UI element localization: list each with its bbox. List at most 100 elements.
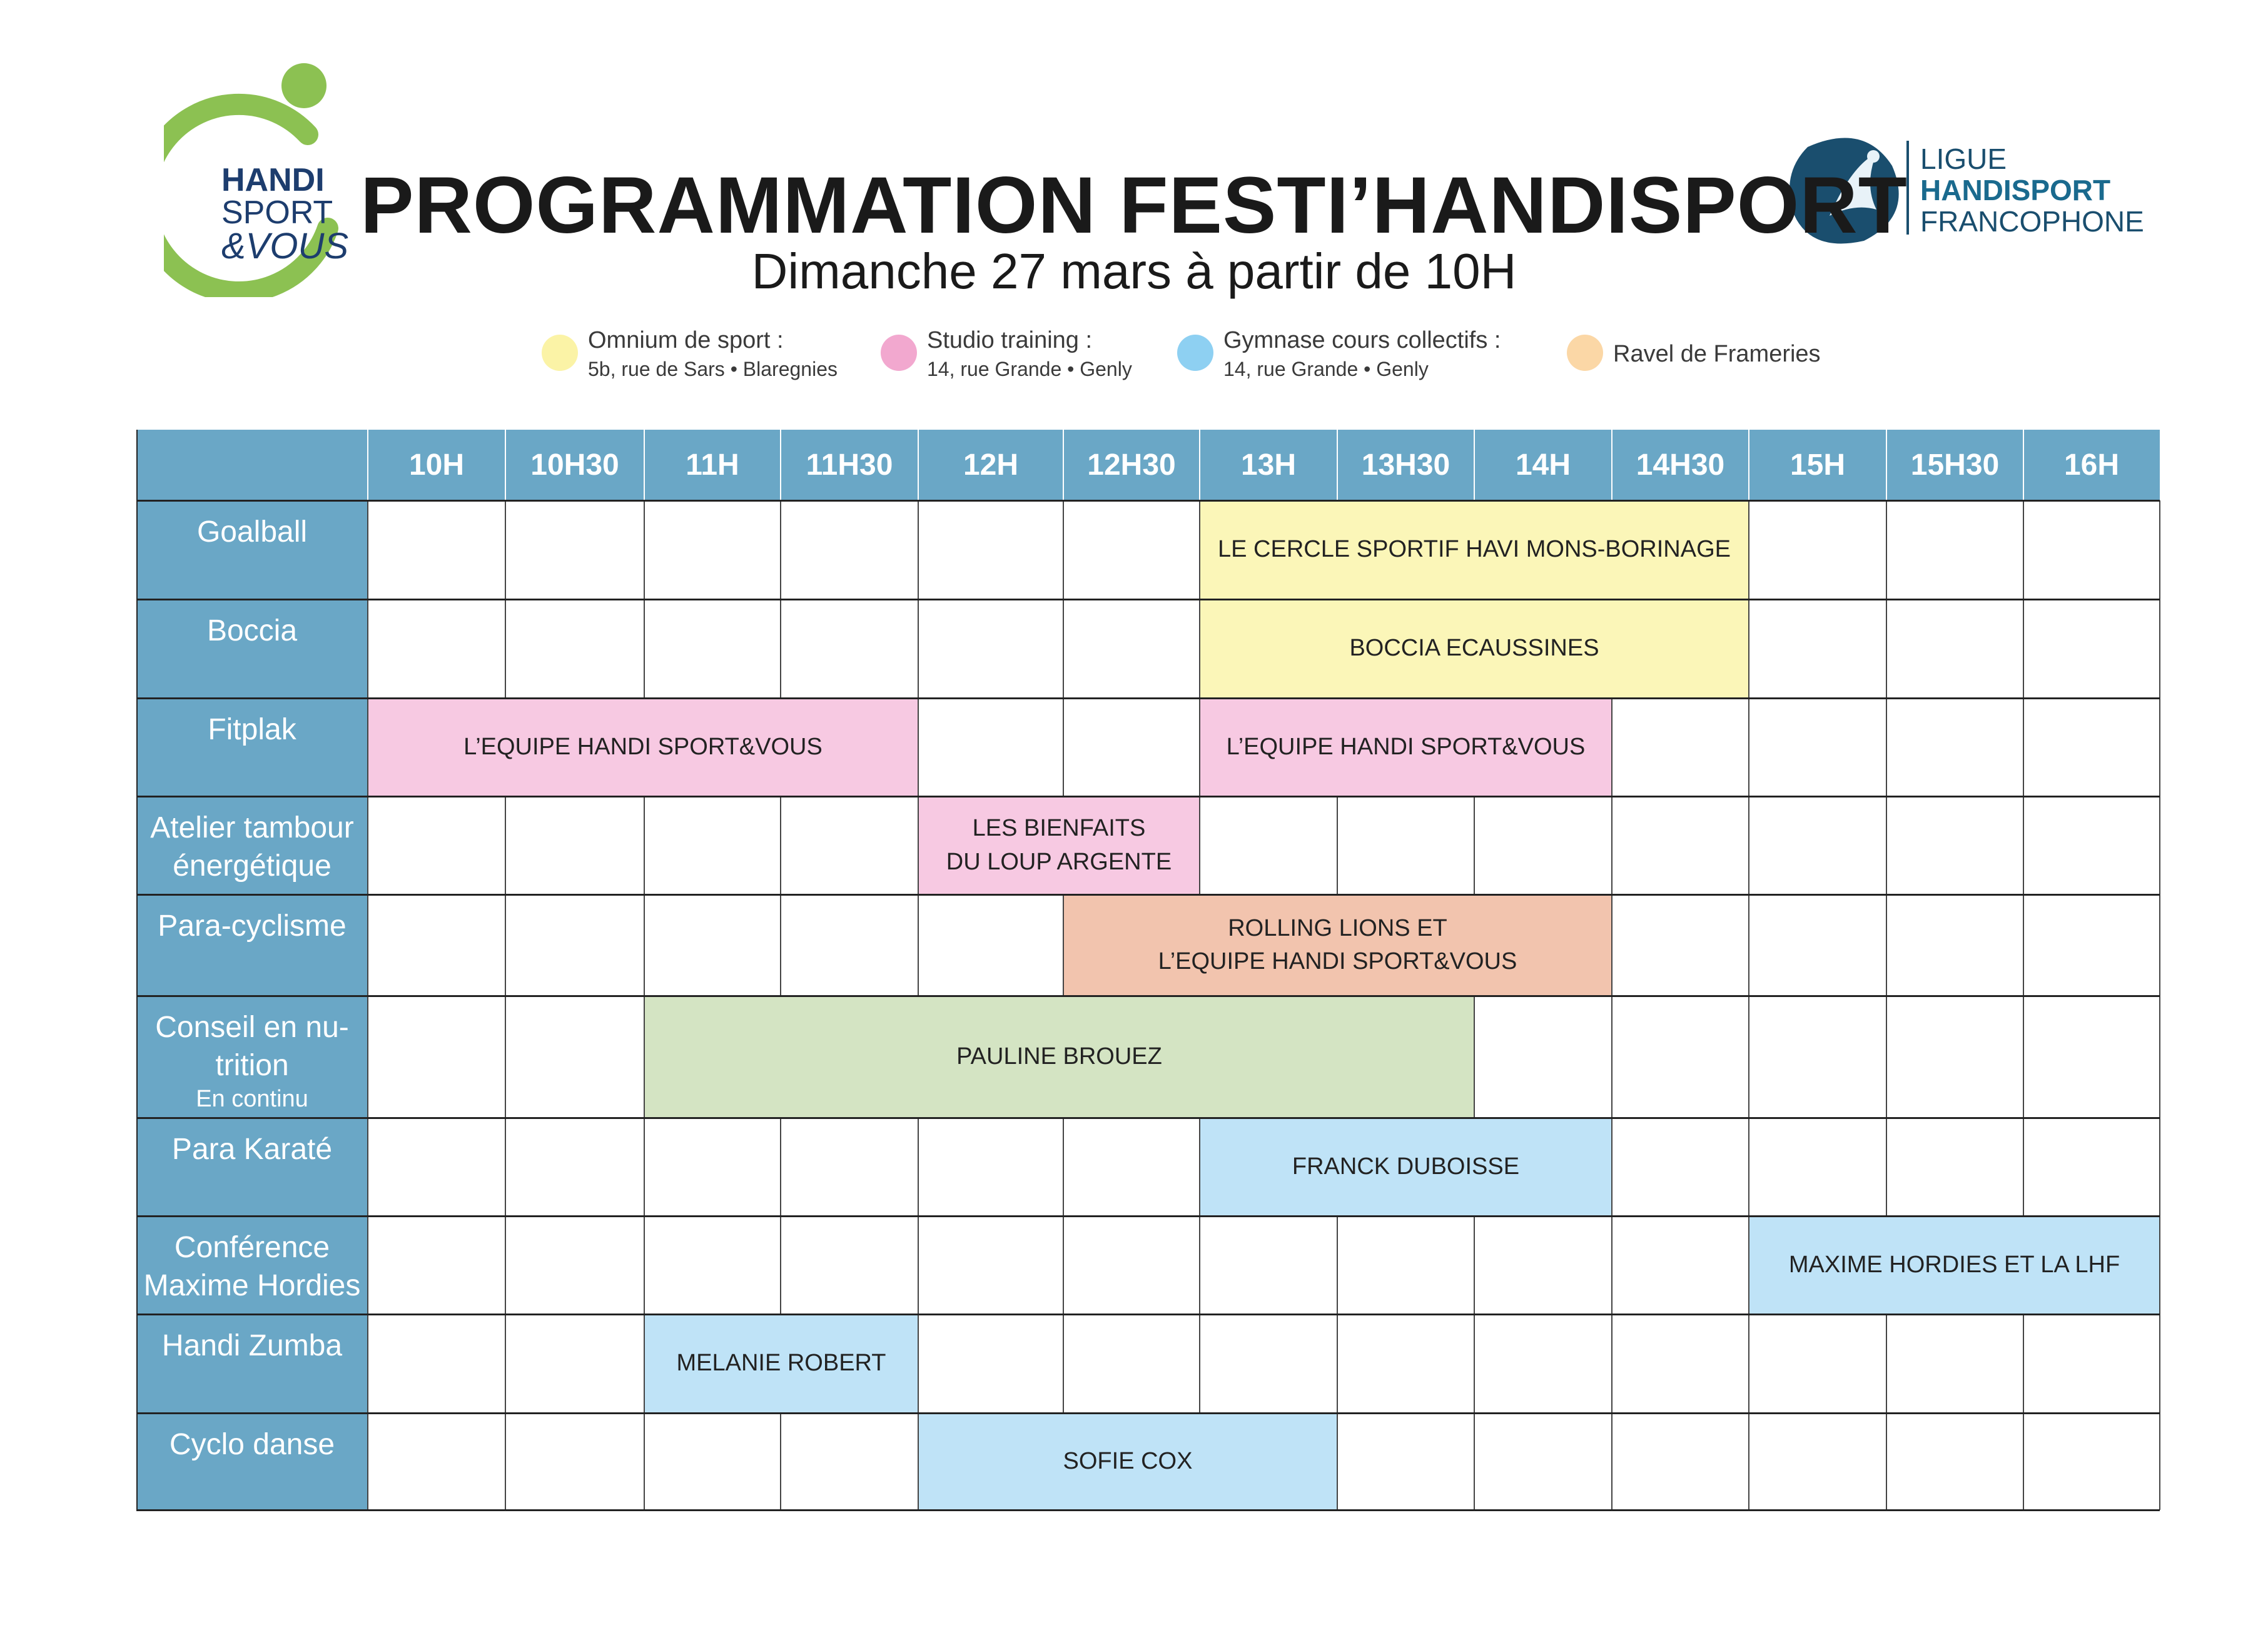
grid-line (505, 796, 506, 894)
grid-line (780, 894, 781, 996)
page-title: PROGRAMMATION FESTI’HANDISPORT (360, 161, 1908, 250)
session-block: FRANCK DUBOISSE (1200, 1118, 1612, 1216)
grid-line (644, 1118, 645, 1216)
grid-line (1337, 1413, 1338, 1510)
time-header: 11H (644, 430, 781, 500)
grid-line (918, 1216, 919, 1314)
grid-line (2023, 599, 2024, 698)
grid-line (1611, 1118, 1612, 1216)
grid-line (1748, 996, 1749, 1118)
grid-line (2023, 698, 2024, 796)
session-text: L’EQUIPE HANDI SPORT&VOUS (1158, 948, 1517, 974)
grid-line (1063, 1118, 1064, 1216)
grid-line (1474, 1216, 1475, 1314)
header-separator (367, 430, 368, 500)
time-header: 15H (1749, 430, 1886, 500)
grid-line (136, 796, 2160, 797)
grid-line (1199, 1216, 1200, 1314)
time-header: 12H30 (1063, 430, 1200, 500)
logo-right-line1: LIGUE (1920, 143, 2007, 175)
grid-line (1748, 1216, 1749, 1314)
grid-line (1199, 796, 1200, 894)
grid-line (1474, 1314, 1475, 1413)
grid-line (644, 1314, 645, 1413)
legend-address: 5b, rue de Sars • Blaregnies (588, 358, 838, 380)
grid-line (136, 1412, 2160, 1414)
activity-name: Para-cyclisme (158, 909, 347, 943)
grid-line (1199, 698, 1200, 796)
grid-line (136, 599, 2160, 600)
grid-line (2023, 1413, 2024, 1510)
session-text: L’EQUIPE HANDI SPORT&VOUS (1226, 733, 1586, 760)
time-header: 14H (1474, 430, 1612, 500)
grid-line (780, 1413, 781, 1510)
handi-sport-vous-logo: HANDI SPORT &VOUS (164, 63, 348, 297)
grid-line (2159, 698, 2160, 796)
grid-line (1886, 1118, 1887, 1216)
header-separator (2023, 430, 2024, 500)
grid-line (780, 796, 781, 894)
activity-label: Goalball (136, 500, 368, 599)
grid-line (2159, 1216, 2160, 1314)
legend-color-dot (881, 335, 917, 371)
grid-line (780, 1216, 781, 1314)
session-text: FRANCK DUBOISSE (1292, 1153, 1520, 1180)
header-separator (918, 430, 919, 500)
grid-line (780, 1118, 781, 1216)
grid-line (1063, 894, 1064, 996)
grid-line (2159, 1314, 2160, 1413)
grid-line (1886, 796, 1887, 894)
session-block: L’EQUIPE HANDI SPORT&VOUS (368, 698, 918, 796)
session-block: LE CERCLE SPORTIF HAVI MONS-BORINAGE (1200, 500, 1749, 599)
grid-line (136, 430, 138, 1510)
grid-line (1748, 500, 1749, 599)
grid-line (505, 500, 506, 599)
time-header: 14H30 (1612, 430, 1749, 500)
grid-line (644, 599, 645, 698)
grid-line (136, 894, 2160, 896)
grid-line (918, 1413, 919, 1510)
activity-label: Para Karaté (136, 1118, 368, 1216)
grid-line (367, 698, 368, 796)
legend-color-dot (1567, 335, 1603, 371)
header-separator (1337, 430, 1338, 500)
header-separator (780, 430, 781, 500)
grid-line (1337, 1314, 1338, 1413)
grid-line (2159, 996, 2160, 1118)
grid-line (505, 1413, 506, 1510)
grid-line (505, 894, 506, 996)
grid-line (505, 1314, 506, 1413)
session-text: SOFIE COX (1063, 1447, 1193, 1474)
activity-name: Fitplak (208, 713, 296, 746)
activity-name: Conférence Maxime Hordies (143, 1231, 361, 1303)
time-header: 10H (368, 430, 505, 500)
grid-line (1337, 796, 1338, 894)
grid-line (367, 1118, 368, 1216)
session-text: BOCCIA ECAUSSINES (1349, 635, 1599, 662)
time-header: 13H (1200, 430, 1337, 500)
grid-line (780, 599, 781, 698)
grid-line (1337, 1216, 1338, 1314)
grid-line (136, 1314, 2160, 1315)
grid-line (1748, 796, 1749, 894)
header-separator (644, 430, 645, 500)
legend-name: Gymnase cours collectifs : (1223, 327, 1501, 353)
activity-label: Handi Zumba (136, 1314, 368, 1413)
grid-line (136, 1509, 2160, 1511)
grid-line (644, 1413, 645, 1510)
grid-line (2159, 1118, 2160, 1216)
grid-line (2023, 1118, 2024, 1216)
grid-line (1611, 698, 1612, 796)
grid-line (1199, 1314, 1200, 1413)
grid-line (918, 698, 919, 796)
logo-left-line3: &VOUS (221, 226, 348, 266)
activity-label: Cyclo danse (136, 1413, 368, 1510)
table-header-corner (136, 430, 368, 500)
session-text: L’EQUIPE HANDI SPORT&VOUS (463, 733, 823, 760)
header-separator (1886, 430, 1887, 500)
grid-line (644, 796, 645, 894)
grid-line (367, 996, 368, 1118)
grid-line (2159, 1413, 2160, 1510)
legend-address: 14, rue Grande • Genly (927, 358, 1132, 380)
grid-line (918, 894, 919, 996)
